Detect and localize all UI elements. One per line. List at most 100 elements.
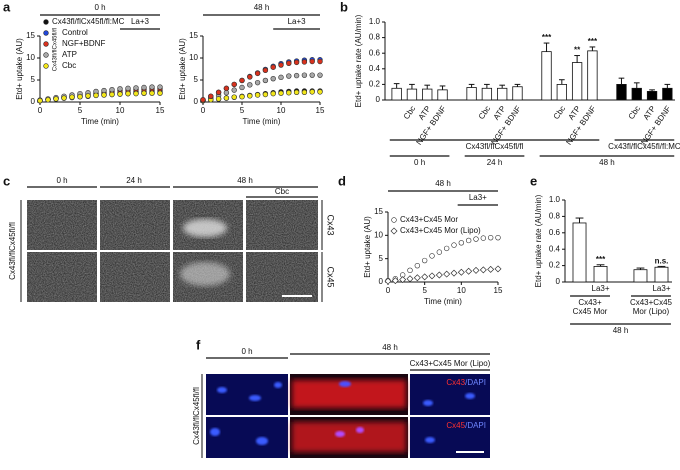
stain-label: Cx45/DAPI bbox=[446, 421, 486, 430]
nucleus bbox=[335, 431, 345, 437]
marker bbox=[247, 93, 253, 99]
marker bbox=[414, 262, 421, 269]
legend-label: Cx43fl/flCx45fl/fl:MC bbox=[52, 17, 125, 26]
nucleus bbox=[465, 393, 475, 399]
nucleus bbox=[217, 387, 227, 393]
marker bbox=[487, 265, 495, 273]
group-label: Mor (Lipo) bbox=[633, 307, 670, 316]
y-tick-label: 5 bbox=[379, 254, 384, 263]
marker bbox=[479, 266, 487, 274]
bar bbox=[556, 84, 567, 101]
group-label: 24 h bbox=[487, 158, 503, 167]
image-noise bbox=[246, 200, 318, 250]
marker bbox=[472, 266, 480, 274]
column-header: 0 h bbox=[56, 176, 67, 185]
y-tick-label: 0.8 bbox=[549, 212, 561, 221]
bar bbox=[633, 269, 648, 283]
nucleus bbox=[249, 395, 261, 401]
marker bbox=[133, 90, 139, 97]
stain-name: Cx45 bbox=[446, 421, 465, 430]
x-axis-label: Time (min) bbox=[243, 117, 281, 126]
column-subheader: Cx43+Cx45 Mor (Lipo) bbox=[410, 359, 491, 368]
marker bbox=[451, 242, 457, 248]
bar bbox=[391, 87, 402, 101]
x-tick-label: 0 bbox=[386, 286, 391, 295]
marker bbox=[117, 86, 123, 92]
stain-label: Cx43/DAPI bbox=[446, 378, 486, 387]
x-axis-label: Time (min) bbox=[424, 297, 462, 306]
y-tick-label: 10 bbox=[26, 53, 35, 62]
x-tick-label: 5 bbox=[240, 106, 245, 115]
marker bbox=[208, 93, 214, 99]
y-tick-label: 0.2 bbox=[369, 80, 381, 89]
marker bbox=[223, 90, 230, 96]
column-header: 0 h bbox=[241, 347, 252, 356]
x-tick-label: 0 bbox=[38, 106, 43, 115]
marker bbox=[239, 94, 245, 100]
y-tick-label: 10 bbox=[189, 53, 198, 62]
bar bbox=[616, 84, 627, 101]
legend-marker bbox=[390, 227, 398, 235]
panel-letter: f bbox=[196, 337, 201, 352]
marker bbox=[215, 89, 222, 96]
legend-marker bbox=[43, 30, 49, 36]
column-header: 48 h bbox=[382, 343, 398, 352]
legend-label: Control bbox=[62, 28, 88, 37]
legend-label: NGF+BDNF bbox=[62, 39, 105, 48]
marker bbox=[149, 84, 155, 90]
marker bbox=[278, 74, 284, 81]
nucleus bbox=[339, 381, 351, 387]
marker bbox=[93, 92, 99, 99]
marker bbox=[436, 249, 443, 255]
bar bbox=[422, 88, 433, 101]
stain-name: Cx43 bbox=[446, 378, 465, 387]
bar bbox=[481, 87, 493, 101]
marker bbox=[109, 91, 115, 98]
marker bbox=[270, 64, 276, 70]
marker bbox=[278, 62, 284, 68]
category-label: Cbc bbox=[552, 104, 568, 121]
y-tick-label: 0.8 bbox=[369, 33, 381, 42]
marker bbox=[301, 89, 308, 96]
marker bbox=[231, 81, 237, 88]
bar bbox=[437, 89, 448, 101]
group-label: Cx43+Cx45 bbox=[630, 298, 673, 307]
marker bbox=[309, 89, 315, 95]
x-tick-label: 15 bbox=[494, 286, 503, 295]
marker bbox=[247, 74, 253, 80]
marker bbox=[429, 253, 435, 259]
x-tick-label: 10 bbox=[116, 106, 125, 115]
bar bbox=[654, 266, 669, 283]
marker bbox=[85, 93, 91, 99]
marker bbox=[125, 85, 131, 92]
genotype-label: Cx43fl/flCx45fl/fl bbox=[8, 222, 17, 280]
panel-letter: d bbox=[338, 173, 346, 188]
legend-marker bbox=[43, 52, 49, 58]
column-header: 48 h bbox=[237, 176, 253, 185]
panel-f: f 0 h 48 h Cx43+Cx45 Mor (Lipo) Cx43/DAP… bbox=[192, 337, 491, 458]
y-tick-label: 15 bbox=[189, 31, 198, 40]
bar bbox=[406, 88, 418, 101]
y-tick-label: 10 bbox=[374, 230, 383, 239]
image bbox=[206, 417, 288, 458]
group-label: Cx43+ bbox=[578, 298, 602, 307]
legend-label: Cx43+Cx45 Mor (Lipo) bbox=[400, 226, 481, 235]
x-tick-label: 5 bbox=[78, 106, 83, 115]
category-label: La3+ bbox=[592, 284, 610, 293]
marker bbox=[45, 97, 51, 103]
marker bbox=[421, 273, 429, 281]
image-noise bbox=[27, 200, 97, 250]
group-label: 48 h bbox=[613, 326, 629, 335]
y-tick-label: 1.0 bbox=[549, 195, 561, 204]
column-subheader: Cbc bbox=[275, 187, 289, 196]
image-noise bbox=[173, 200, 243, 250]
significance: *** bbox=[542, 33, 552, 42]
significance: ** bbox=[574, 46, 581, 55]
marker bbox=[101, 87, 107, 94]
group-label: Cx43fl/flCx45fl/fl:MC bbox=[608, 142, 680, 151]
marker bbox=[480, 235, 487, 241]
marker bbox=[247, 82, 253, 88]
nucleus bbox=[425, 437, 435, 443]
x-axis-label: Time (min) bbox=[81, 117, 119, 126]
